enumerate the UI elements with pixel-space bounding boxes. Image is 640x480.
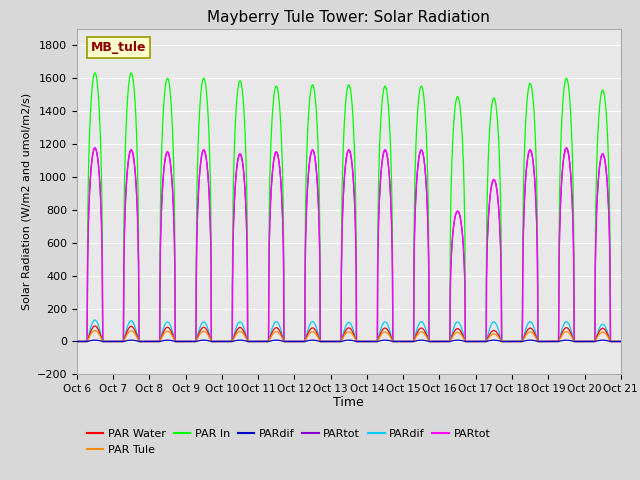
Title: Mayberry Tule Tower: Solar Radiation: Mayberry Tule Tower: Solar Radiation xyxy=(207,10,490,25)
Text: MB_tule: MB_tule xyxy=(90,41,146,54)
Y-axis label: Solar Radiation (W/m2 and umol/m2/s): Solar Radiation (W/m2 and umol/m2/s) xyxy=(21,93,31,310)
Legend: PAR Water, PAR Tule, PAR In, PARdif, PARtot, PARdif, PARtot: PAR Water, PAR Tule, PAR In, PARdif, PAR… xyxy=(83,425,495,459)
X-axis label: Time: Time xyxy=(333,396,364,408)
